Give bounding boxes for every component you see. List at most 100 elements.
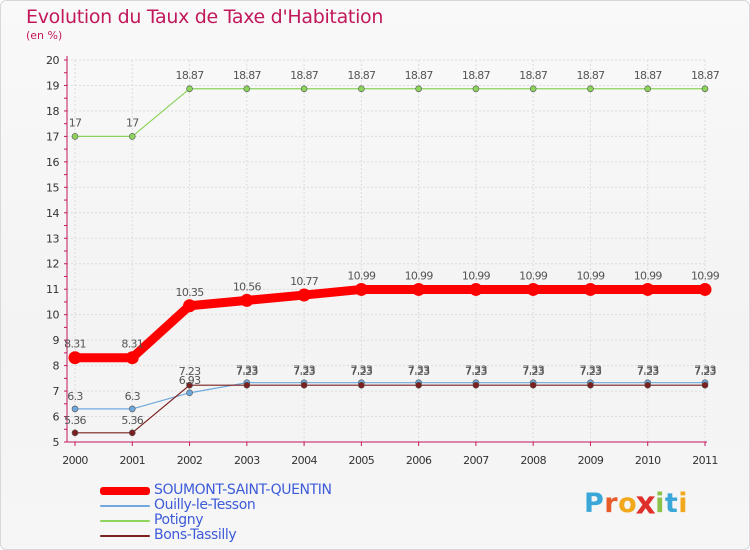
data-label-soumont-saint-quentin: 10.99 — [405, 269, 434, 282]
data-label-bons-tassilly: 7.23 — [580, 365, 602, 378]
legend-item: Potigny — [100, 513, 420, 528]
data-label-bons-tassilly: 7.23 — [408, 365, 430, 378]
logo-letter: r — [604, 488, 619, 519]
logo-letter: i — [655, 488, 665, 519]
data-label-bons-tassilly: 7.23 — [351, 365, 373, 378]
data-point-potigny — [587, 85, 594, 93]
x-tick-label: 2005 — [349, 454, 375, 467]
y-tick-label: 17 — [46, 130, 59, 143]
data-label-ouilly-le-tesson: 7.33 — [694, 364, 716, 377]
legend-swatch — [100, 486, 150, 495]
chart-title: Evolution du Taux de Taxe d'Habitation — [26, 6, 384, 28]
y-tick-label: 20 — [46, 54, 59, 67]
data-label-soumont-saint-quentin: 8.31 — [64, 338, 86, 351]
data-label-potigny: 18.87 — [347, 69, 376, 82]
data-point-bons-tassilly — [415, 381, 422, 389]
legend-label: Bons-Tassilly — [154, 527, 237, 543]
data-point-soumont-saint-quentin — [125, 351, 139, 365]
proxiti-logo: Proxiti — [584, 485, 689, 522]
data-point-soumont-saint-quentin — [240, 293, 254, 307]
data-point-potigny — [243, 85, 251, 93]
data-label-ouilly-le-tesson: 7.33 — [351, 364, 373, 377]
data-label-bons-tassilly: 5.36 — [64, 414, 86, 427]
data-point-bons-tassilly — [300, 381, 308, 389]
data-label-potigny: 18.87 — [519, 69, 548, 82]
data-point-bons-tassilly — [701, 381, 709, 389]
data-point-bons-tassilly — [529, 381, 537, 389]
y-tick-label: 12 — [46, 258, 59, 271]
data-label-bons-tassilly: 7.23 — [522, 365, 544, 378]
data-label-ouilly-le-tesson: 7.33 — [236, 364, 258, 377]
data-point-potigny — [472, 85, 480, 93]
data-point-potigny — [300, 85, 308, 93]
data-label-bons-tassilly: 7.23 — [637, 365, 659, 378]
data-label-bons-tassilly: 7.23 — [465, 365, 487, 378]
logo-letter: i — [678, 488, 689, 519]
data-label-soumont-saint-quentin: 10.99 — [519, 269, 548, 282]
data-label-soumont-saint-quentin: 10.99 — [462, 269, 491, 282]
data-label-soumont-saint-quentin: 10.77 — [290, 275, 319, 288]
data-label-potigny: 17 — [126, 116, 139, 129]
data-point-bons-tassilly — [186, 381, 193, 389]
x-tick-label: 2007 — [463, 454, 489, 467]
data-label-ouilly-le-tesson: 7.33 — [580, 364, 602, 377]
data-point-potigny — [128, 133, 136, 140]
y-tick-label: 16 — [46, 156, 59, 169]
y-tick-label: 11 — [46, 283, 59, 296]
data-label-potigny: 18.87 — [290, 69, 319, 82]
data-label-bons-tassilly: 7.23 — [694, 365, 716, 378]
y-tick-label: 14 — [46, 207, 59, 220]
data-point-bons-tassilly — [71, 429, 79, 437]
data-point-ouilly-le-tesson — [128, 405, 136, 413]
data-label-soumont-saint-quentin: 10.99 — [634, 269, 663, 282]
data-point-potigny — [71, 133, 79, 140]
logo-letter: P — [584, 488, 605, 519]
logo-letter: t — [664, 488, 679, 519]
legend-item: SOUMONT-SAINT-QUENTIN — [100, 483, 420, 498]
x-tick-label: 2011 — [692, 454, 718, 467]
data-point-soumont-saint-quentin — [469, 282, 483, 296]
data-point-bons-tassilly — [243, 381, 251, 389]
legend-label: Ouilly-le-Tesson — [154, 497, 256, 513]
data-label-bons-tassilly: 7.23 — [179, 365, 201, 378]
data-point-potigny — [358, 85, 365, 93]
data-point-bons-tassilly — [128, 429, 136, 437]
data-label-soumont-saint-quentin: 10.35 — [176, 286, 205, 299]
series-line-potigny — [74, 88, 706, 137]
logo-letter: o — [618, 488, 638, 519]
y-tick-label: 15 — [46, 181, 59, 194]
y-tick-label: 10 — [46, 309, 59, 322]
y-tick-label: 7 — [53, 385, 60, 398]
data-point-soumont-saint-quentin — [412, 282, 426, 296]
data-point-soumont-saint-quentin — [183, 299, 197, 313]
y-tick-label: 13 — [46, 232, 59, 245]
data-label-soumont-saint-quentin: 8.31 — [121, 338, 143, 351]
series-line-ouilly-le-tesson — [74, 382, 706, 410]
data-point-ouilly-le-tesson — [71, 405, 79, 413]
logo-letter: x — [635, 485, 657, 522]
legend-label: Potigny — [154, 512, 204, 528]
data-point-soumont-saint-quentin — [354, 282, 368, 296]
data-label-ouilly-le-tesson: 7.33 — [465, 364, 487, 377]
legend-swatch — [100, 534, 150, 537]
data-label-bons-tassilly: 7.23 — [293, 365, 315, 378]
data-point-soumont-saint-quentin — [526, 282, 540, 296]
y-tick-label: 18 — [46, 105, 59, 118]
data-point-soumont-saint-quentin — [68, 351, 82, 365]
data-point-soumont-saint-quentin — [297, 288, 311, 302]
x-tick-label: 2008 — [520, 454, 546, 467]
data-label-potigny: 18.87 — [634, 69, 663, 82]
data-label-ouilly-le-tesson: 7.33 — [637, 364, 659, 377]
x-tick-label: 2009 — [578, 454, 604, 467]
data-label-ouilly-le-tesson: 6.93 — [179, 374, 201, 387]
data-point-potigny — [701, 85, 709, 93]
data-label-potigny: 18.87 — [691, 69, 720, 82]
data-label-bons-tassilly: 7.23 — [236, 365, 258, 378]
data-label-potigny: 17 — [69, 116, 82, 129]
y-tick-label: 8 — [53, 360, 60, 373]
x-tick-label: 2000 — [62, 454, 88, 467]
data-label-potigny: 18.87 — [576, 69, 605, 82]
data-point-bons-tassilly — [644, 381, 652, 389]
data-point-soumont-saint-quentin — [641, 282, 655, 296]
